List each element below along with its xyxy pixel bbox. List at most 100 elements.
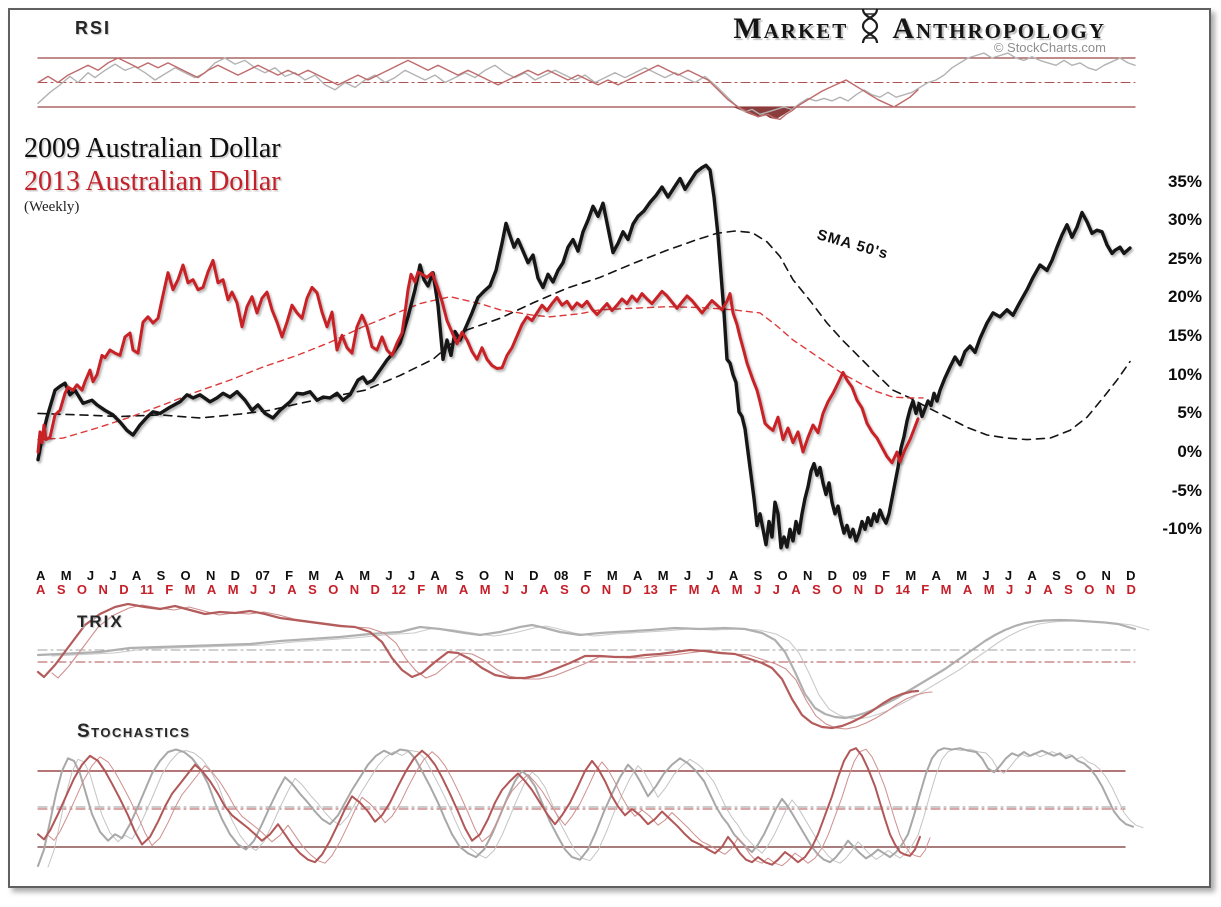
month-label: 07 [255,568,270,583]
month-label: 12 [391,582,406,597]
month-label: A [36,568,46,583]
month-label: S [812,582,821,597]
month-label: O [777,568,788,583]
month-label: M [479,582,491,597]
month-label: J [109,568,117,583]
month-label: F [285,568,294,583]
stoch-2009-signal [47,748,1144,868]
month-label: A [633,568,643,583]
title-2009-australian-dollar: 2009 Australian Dollar [24,133,281,164]
month-label: O [832,582,843,597]
month-label: A [430,568,440,583]
stoch-2013-signal [47,748,931,867]
month-label: F [921,582,930,597]
month-label: J [385,568,393,583]
month-label: A [791,582,801,597]
month-label: S [1052,568,1061,583]
month-label: N [98,582,108,597]
stockcharts-credit: © StockCharts.com [993,40,1106,55]
y-axis-label: 25% [1167,248,1202,268]
month-label: D [1126,568,1136,583]
month-label: D [1126,582,1136,597]
month-label: M [983,582,995,597]
month-label: M [905,568,917,583]
logo-word-anthropology: Anthropology [892,11,1106,45]
month-label: N [205,568,216,583]
month-label: 14 [895,582,910,597]
month-label: S [308,582,317,597]
month-label: S [753,568,763,583]
month-label: 08 [553,568,569,583]
trix-2013-signal [51,604,933,730]
month-label: M [227,582,239,597]
chart-frame [8,8,1211,888]
month-label: A [962,582,973,597]
month-label: J [520,582,528,597]
month-label: A [334,568,344,583]
month-label: J [1004,568,1013,583]
month-label: A [1027,568,1037,583]
month-label: O [580,582,591,597]
month-label: M [731,582,743,597]
month-label: M [688,582,700,597]
price-2013-red [36,258,920,465]
month-label: J [407,568,416,583]
stochastics-panel-label: Stochastics [77,721,191,742]
month-label: J [706,568,714,583]
month-label: N [504,568,514,583]
month-label: N [1101,568,1111,583]
y-axis-percent-labels: 35% 30% 25% 20% 15% 10% 5% 0% -5% -10% [1140,0,1202,907]
month-label: J [772,582,780,597]
month-label: F [583,568,592,583]
month-label: 09 [852,568,867,583]
y-axis-label: 10% [1167,364,1202,384]
month-label: S [156,568,166,583]
month-label: M [184,582,196,597]
month-label: N [349,582,360,597]
month-label: A [728,568,739,583]
month-label: D [529,568,539,583]
month-label: A [287,582,297,597]
month-label: F [165,582,174,597]
month-label: A [131,568,142,583]
month-label: A [931,568,941,583]
month-label: A [36,582,46,597]
month-label: M [657,568,669,583]
x-axis-months-2009: A M J J A S O N D 07 F M A M J J A S O N D 08 F M A M J J A S O N D 09 F M A… [36,569,1136,583]
month-label: A [1043,582,1053,597]
month-label: O [328,582,339,597]
month-label: S [56,582,66,597]
title-2013-australian-dollar: 2013 Australian Dollar [24,166,281,197]
month-label: J [1024,582,1032,597]
month-label: D [230,568,241,583]
month-label: N [853,582,864,597]
month-label: A [710,582,721,597]
month-label: J [268,582,276,597]
y-axis-label: -10% [1162,519,1202,539]
month-label: D [827,568,838,583]
month-label: F [417,582,426,597]
month-label: A [206,582,217,597]
month-label: M [359,568,371,583]
month-label: O [1076,568,1087,583]
chart-title-block: 2009 Australian Dollar 2013 Australian D… [24,132,281,216]
month-label: J [501,582,510,597]
month-label: A [458,582,469,597]
month-label: N [802,568,813,583]
month-label: S [455,568,464,583]
y-axis-label: -5% [1171,480,1202,500]
dna-helix-icon [858,8,882,49]
logo-word-market: Market [733,11,849,45]
month-label: O [180,568,191,583]
month-label: M [606,568,618,583]
month-label: A [539,582,549,597]
y-axis-label: 0% [1177,442,1202,461]
month-label: D [370,582,380,597]
month-label: O [1084,582,1095,597]
subtitle-weekly: (Weekly) [24,199,80,215]
month-label: N [1105,582,1116,597]
sma50-2013-dashed [37,296,924,441]
month-label: F [669,582,678,597]
month-label: D [622,582,632,597]
